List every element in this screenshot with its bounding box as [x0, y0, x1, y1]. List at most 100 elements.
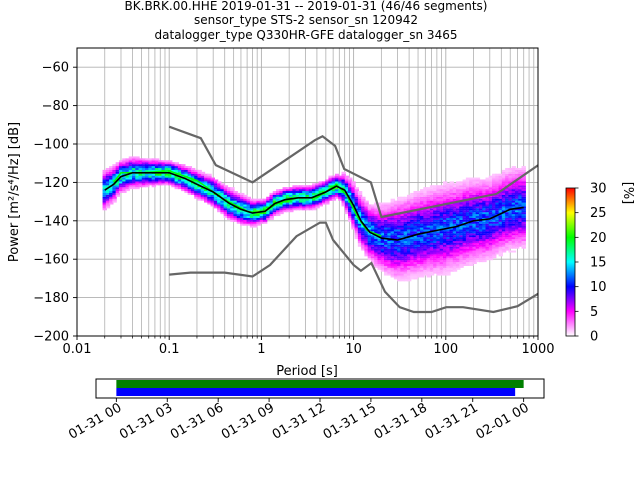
psd-cell: [397, 262, 402, 265]
psd-cell: [505, 191, 510, 193]
psd-cell: [508, 239, 513, 241]
psd-cell: [433, 227, 438, 230]
psd-cell: [390, 269, 395, 272]
psd-cell: [380, 235, 386, 238]
psd-cell: [380, 225, 386, 228]
psd-cell: [482, 206, 487, 209]
psd-cell: [295, 202, 301, 205]
psd-cell: [433, 187, 438, 190]
psd-cell: [367, 229, 373, 232]
psd-cell: [325, 181, 330, 184]
psd-cell: [400, 231, 405, 234]
psd-cell: [485, 214, 490, 217]
psd-cell: [485, 250, 490, 253]
psd-cell: [190, 187, 196, 190]
psd-cell: [410, 269, 415, 272]
psd-cell: [279, 204, 284, 207]
psd-cell: [259, 215, 265, 218]
psd-cell: [393, 248, 399, 251]
psd-cell: [125, 177, 130, 180]
psd-cell: [501, 179, 507, 182]
psd-cell: [436, 260, 441, 263]
psd-cell: [488, 229, 494, 232]
psd-cell: [289, 208, 294, 211]
psd-cell: [102, 192, 107, 195]
psd-cell: [377, 267, 382, 270]
psd-cell: [492, 189, 497, 192]
psd-cell: [272, 206, 278, 209]
psd-cell: [488, 223, 494, 226]
psd-cell: [492, 248, 497, 251]
psd-cell: [240, 196, 245, 199]
psd-cell: [325, 183, 330, 186]
psd-cell: [190, 169, 196, 172]
psd-cell: [125, 169, 130, 172]
psd-cell: [495, 252, 500, 255]
psd-cell: [462, 196, 468, 199]
psd-cell: [439, 196, 445, 199]
psd-cell: [436, 212, 441, 215]
psd-cell: [325, 187, 330, 190]
psd-cell: [213, 206, 219, 209]
psd-cell: [190, 167, 196, 170]
psd-cell: [197, 175, 202, 178]
psd-cell: [400, 258, 405, 261]
psd-cell: [456, 192, 461, 195]
psd-cell: [344, 198, 350, 201]
psd-cell: [488, 256, 494, 259]
psd-cell: [449, 260, 454, 263]
psd-cell: [230, 215, 235, 218]
psd-cell: [423, 263, 428, 266]
psd-cell: [243, 221, 248, 224]
psd-cell: [485, 223, 490, 226]
psd-cell: [501, 239, 507, 241]
psd-cell: [429, 214, 435, 217]
psd-cell: [436, 267, 441, 270]
psd-cell: [370, 250, 376, 253]
psd-cell: [498, 208, 504, 211]
psd-cell: [462, 242, 468, 245]
psd-cell: [518, 210, 523, 213]
psd-cell: [393, 210, 399, 213]
psd-cell: [400, 242, 405, 245]
psd-cell: [393, 260, 399, 263]
psd-cell: [406, 223, 412, 226]
psd-cell: [449, 185, 454, 188]
psd-cell: [413, 273, 418, 276]
psd-cell: [177, 167, 183, 170]
psd-cell: [207, 198, 212, 201]
psd-cell: [420, 192, 425, 195]
psd-cell: [420, 214, 425, 217]
psd-cell: [397, 250, 402, 253]
psd-cell: [259, 200, 265, 203]
psd-cell: [354, 187, 359, 190]
psd-cell: [433, 258, 438, 261]
psd-cell: [158, 166, 163, 169]
psd-cell: [436, 250, 441, 253]
psd-cell: [240, 221, 245, 224]
psd-cell: [259, 204, 265, 207]
psd-cell: [472, 214, 477, 217]
psd-cell: [488, 198, 494, 201]
psd-cell: [416, 262, 422, 265]
psd-cell: [488, 215, 494, 218]
psd-cell: [439, 273, 445, 276]
psd-cell: [210, 181, 215, 184]
psd-cell: [505, 204, 510, 207]
psd-cell: [436, 265, 441, 268]
psd-cell: [145, 158, 150, 161]
psd-cell: [511, 169, 517, 172]
psd-cell: [400, 279, 405, 282]
psd-cell: [472, 215, 477, 218]
psd-cell: [305, 202, 310, 205]
psd-cell: [321, 189, 327, 192]
psd-cell: [505, 200, 510, 203]
psd-cell: [236, 210, 242, 213]
psd-cell: [482, 187, 487, 190]
psd-cell: [387, 212, 392, 215]
psd-cell: [204, 181, 209, 184]
psd-cell: [246, 196, 251, 199]
psd-cell: [446, 187, 451, 190]
psd-cell: [459, 233, 464, 236]
psd-cell: [194, 169, 199, 172]
